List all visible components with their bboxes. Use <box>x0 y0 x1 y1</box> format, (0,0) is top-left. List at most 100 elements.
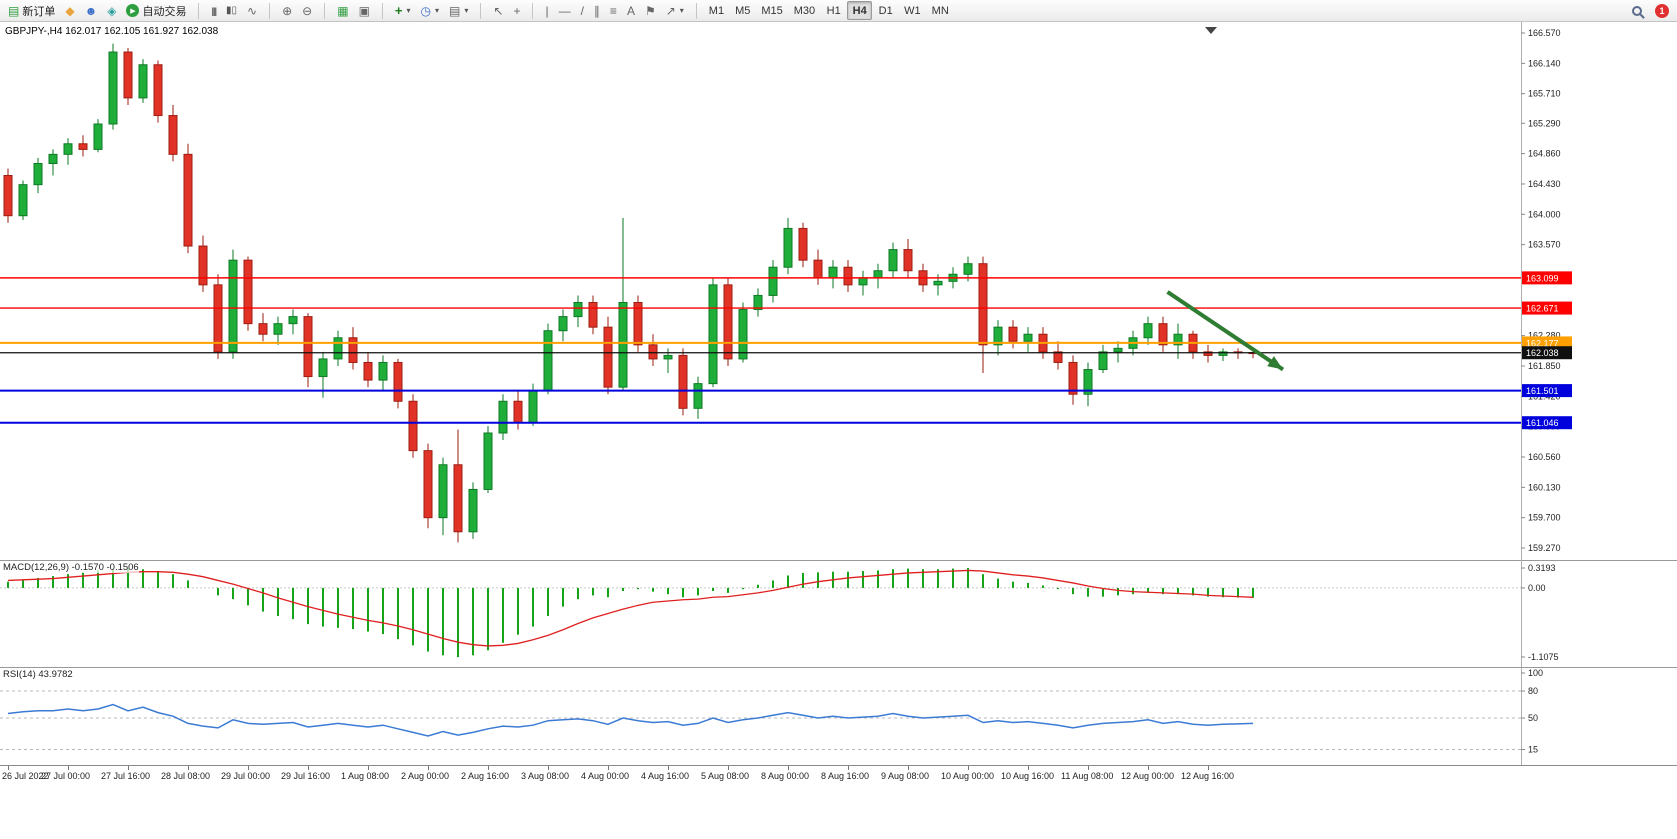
notification-badge[interactable]: 1 <box>1655 3 1669 18</box>
rsi-line <box>7 703 1254 737</box>
rsi-panel[interactable]: 100 80 50 15 <box>0 667 1677 765</box>
market-watch-icon: ☻ <box>84 3 98 18</box>
time-tick <box>248 766 249 770</box>
rsi-tick: 80 <box>1528 686 1538 696</box>
candlesticks[interactable] <box>3 43 1258 543</box>
toolbar-separator <box>480 2 482 19</box>
timeframe-button-h4[interactable]: H4 <box>847 1 873 20</box>
time-axis[interactable]: 26 Jul 2022 27 Jul 00:00 27 Jul 16:00 28 Ju… <box>0 765 1677 787</box>
shift-marker[interactable] <box>1205 27 1217 34</box>
line-chart-button[interactable]: ∿ <box>242 1 262 20</box>
zoom-in-icon: ⊕ <box>282 3 293 18</box>
crosshair-button[interactable]: + <box>508 1 525 20</box>
price-tick: 164.860 <box>1528 149 1561 159</box>
time-tick <box>668 766 669 770</box>
trendline-icon: / <box>580 3 584 18</box>
time-tick <box>548 766 549 770</box>
navigator-icon: ◈ <box>107 3 117 18</box>
toolbar-separator <box>269 2 271 19</box>
trend-arrow-head <box>1267 356 1283 370</box>
timeframe-button-mn[interactable]: MN <box>927 1 954 20</box>
new-order-button[interactable]: ▤ 新订单 <box>3 1 60 20</box>
chevron-down-icon: ▾ <box>435 6 440 15</box>
time-tick <box>1028 766 1029 770</box>
fibonacci-button[interactable]: ≡ <box>605 1 622 20</box>
label-tool-button[interactable]: ⚑ <box>640 1 661 20</box>
timeframe-button-m15[interactable]: M15 <box>756 1 787 20</box>
tile-windows-button[interactable]: ▦ <box>332 1 353 20</box>
search-icon <box>1632 5 1642 16</box>
bar-chart-button[interactable]: ||| <box>206 1 221 20</box>
arrows-button[interactable]: ↗ ▾ <box>661 1 689 20</box>
time-label: 8 Aug 16:00 <box>821 771 870 781</box>
periods-button[interactable]: ◷ ▾ <box>416 1 445 20</box>
timeframe-button-w1[interactable]: W1 <box>899 1 926 20</box>
vertical-line-button[interactable]: | <box>540 1 553 20</box>
time-label: 3 Aug 08:00 <box>521 771 570 781</box>
price-tick: 164.430 <box>1528 179 1561 189</box>
timeframe-button-m30[interactable]: M30 <box>789 1 820 20</box>
vertical-line-icon: | <box>545 3 549 18</box>
price-label-161.501 <box>1522 384 1572 398</box>
time-tick <box>428 766 429 770</box>
symbol-ohlc-header: GBPJPY-,H4 162.017 162.105 161.927 162.0… <box>5 26 219 37</box>
text-tool-icon: A <box>626 3 635 18</box>
fibonacci-icon: ≡ <box>609 3 617 18</box>
search-button[interactable] <box>1627 1 1647 20</box>
zoom-out-button[interactable]: ⊖ <box>297 1 317 20</box>
market-watch-button[interactable]: ☻ <box>80 1 103 20</box>
timeframe-button-h1[interactable]: H1 <box>821 1 846 20</box>
svg-text:161.501: 161.501 <box>1526 386 1559 396</box>
indicators-button[interactable]: + ▾ <box>390 1 416 20</box>
templates-button[interactable]: ▤ ▾ <box>444 1 473 20</box>
price-tick: 161.850 <box>1528 361 1561 371</box>
trendline-button[interactable]: / <box>576 1 589 20</box>
price-label-163.099 <box>1522 271 1572 285</box>
price-tick: 159.700 <box>1528 513 1561 523</box>
charts-icon: ◆ <box>65 3 75 18</box>
price-label-161.046 <box>1522 416 1572 430</box>
time-tick <box>1148 766 1149 770</box>
timeframe-button-d1[interactable]: D1 <box>873 1 898 20</box>
candle-chart-button[interactable]: ▮▯ <box>221 1 242 20</box>
channel-button[interactable]: ∥ <box>589 1 605 20</box>
time-tick <box>68 766 69 770</box>
cursor-icon: ↖ <box>493 3 504 18</box>
price-tick: 165.710 <box>1528 89 1561 99</box>
trend-arrow[interactable] <box>1166 290 1285 372</box>
time-tick <box>488 766 489 770</box>
horizontal-line-button[interactable]: — <box>554 1 576 20</box>
channel-icon: ∥ <box>593 3 600 18</box>
charts-stack-button[interactable]: ◆ <box>60 1 79 20</box>
time-label: 4 Aug 00:00 <box>581 771 630 781</box>
macd-panel[interactable]: 0.3193 0.00 -1.1075 <box>0 560 1677 667</box>
time-tick <box>908 766 909 770</box>
time-tick <box>368 766 369 770</box>
price-tick: 166.140 <box>1528 58 1561 68</box>
time-label: 26 Jul 2022 <box>2 771 49 781</box>
svg-text:162.038: 162.038 <box>1526 348 1559 358</box>
price-label-162.038 <box>1522 346 1572 360</box>
tile-windows-icon: ▦ <box>337 3 349 18</box>
macd-tick: 0.00 <box>1528 583 1546 593</box>
price-tick: 160.130 <box>1528 482 1561 492</box>
time-label: 27 Jul 00:00 <box>41 771 91 781</box>
rsi-label: RSI(14) 43.9782 <box>3 669 73 680</box>
price-chart[interactable]: 166.570 166.140 165.710 165.290 164.860 164.4… <box>0 22 1677 560</box>
text-tool-button[interactable]: A <box>622 1 640 20</box>
price-tick: 166.570 <box>1528 28 1561 38</box>
macd-tick: -1.1075 <box>1528 652 1559 662</box>
toolbar-right-group: 1 <box>1627 1 1674 20</box>
cascade-windows-button[interactable]: ▣ <box>354 1 375 20</box>
timeframe-button-m5[interactable]: M5 <box>730 1 755 20</box>
zoom-in-button[interactable]: ⊕ <box>277 1 297 20</box>
time-label: 29 Jul 16:00 <box>281 771 331 781</box>
cursor-button[interactable]: ↖ <box>488 1 508 20</box>
autotrade-button[interactable]: ▶ 自动交易 <box>121 1 191 20</box>
time-tick <box>308 766 309 770</box>
time-tick <box>848 766 849 770</box>
timeframe-button-m1[interactable]: M1 <box>704 1 729 20</box>
time-label: 29 Jul 00:00 <box>221 771 271 781</box>
navigator-button[interactable]: ◈ <box>102 1 121 20</box>
toolbar-separator <box>381 2 383 19</box>
